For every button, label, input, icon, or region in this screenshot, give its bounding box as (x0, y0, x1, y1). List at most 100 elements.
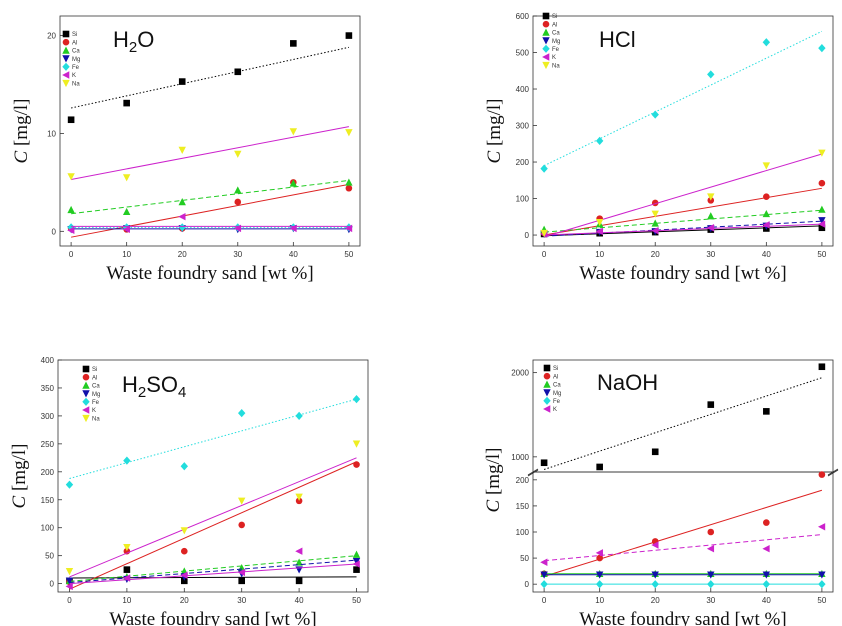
fit-line-na (71, 126, 349, 180)
point-k (651, 226, 659, 235)
legend-marker (82, 390, 90, 398)
legend: Si Al Ca Mg Fe K Na (82, 365, 100, 422)
y-axis-label: C [mg/l] (11, 99, 32, 164)
x-tick-label: 0 (69, 250, 74, 259)
legend-label: K (92, 408, 96, 414)
point-k (651, 541, 659, 549)
fit-line-fe (543, 30, 823, 167)
fit-line-k (544, 534, 822, 562)
legend-marker (62, 62, 70, 71)
x-tick-label: 50 (352, 596, 361, 605)
point-al (238, 521, 246, 529)
y-tick-label: 150 (41, 496, 55, 505)
y-tick-label: 600 (516, 12, 530, 21)
x-ticks: 0 10 20 30 40 50 (69, 242, 354, 259)
point-k (233, 224, 242, 233)
point-ca (295, 558, 303, 566)
point-fe (540, 164, 548, 173)
x-tick-label: 0 (542, 250, 547, 259)
point-mg (707, 571, 715, 579)
y-tick-label: 500 (516, 49, 530, 58)
y-tick-label: 300 (41, 412, 55, 421)
chart-title: H2SO4 (122, 372, 186, 401)
point-k (706, 544, 715, 553)
point-al (818, 179, 826, 187)
point-si (238, 577, 246, 585)
legend-label: Na (72, 81, 80, 87)
y-axis-label-italic: C (11, 150, 32, 163)
x-axis-label: Waste foundry sand [wt %] (106, 263, 313, 284)
point-k (762, 544, 770, 553)
point-k (352, 560, 360, 568)
point-ca (352, 550, 361, 558)
fit-line-si (69, 576, 357, 579)
point-fe (651, 110, 659, 119)
chart-title-main: HCl (599, 27, 636, 52)
y-axis-label-italic: C (483, 499, 504, 512)
point-fe (178, 223, 186, 232)
legend-marker (543, 372, 551, 380)
axis-break-mark (827, 469, 839, 477)
x-tick-label: 10 (122, 250, 131, 259)
y-tick-label: 100 (41, 524, 55, 533)
point-si (123, 99, 130, 107)
legend-marker (543, 389, 551, 397)
point-si (707, 401, 715, 408)
point-mg (651, 571, 659, 579)
x-tick-label: 10 (122, 596, 131, 605)
point-k (817, 220, 826, 228)
legend: Si Al Ca Mg Fe K (543, 364, 561, 413)
point-k (122, 225, 130, 234)
point-si (818, 224, 826, 232)
axis-break-marks (527, 468, 839, 477)
x-axis-label: Waste foundry sand [wt %] (579, 609, 786, 626)
fit-line-ca (544, 209, 822, 233)
point-mg (65, 577, 74, 585)
point-ca (122, 207, 131, 216)
legend-marker (62, 79, 70, 88)
point-na (123, 543, 131, 552)
y-tick-label: 0 (525, 231, 530, 240)
legend-marker (82, 373, 90, 381)
point-al (295, 497, 303, 505)
fit-line-na (543, 153, 823, 238)
x-ticks: 0 10 20 30 40 50 (67, 588, 362, 605)
point-na (289, 128, 298, 136)
legend-label: Al (72, 40, 77, 46)
point-k (289, 224, 297, 233)
legend-label: Al (553, 374, 558, 380)
point-al (180, 547, 188, 555)
series-group (540, 363, 826, 589)
point-mg (762, 571, 771, 579)
point-fe (540, 580, 548, 589)
legend-label: Na (92, 416, 100, 422)
point-si (178, 78, 186, 85)
point-fe (762, 38, 771, 47)
legend-label: Si (552, 14, 557, 20)
legend-marker (542, 28, 550, 36)
x-tick-label: 50 (817, 596, 826, 605)
point-si (290, 40, 297, 47)
point-mg (818, 571, 826, 579)
x-tick-label: 20 (651, 250, 660, 259)
x-tick-label: 40 (295, 596, 304, 605)
y-tick-label: 200 (41, 468, 55, 477)
point-ca (289, 179, 298, 187)
point-na (762, 162, 771, 170)
x-tick-label: 40 (289, 250, 298, 259)
plot-frame (59, 15, 361, 247)
x-tick-label: 20 (651, 596, 660, 605)
legend-marker (543, 405, 551, 413)
point-na (352, 440, 361, 448)
point-al (234, 198, 242, 206)
point-si (180, 577, 188, 585)
point-k (595, 549, 603, 557)
plot-frame-upper (532, 359, 834, 473)
y-tick-label: 400 (516, 85, 530, 94)
point-al (707, 528, 715, 536)
point-na (234, 150, 242, 158)
fit-line-al (543, 489, 823, 577)
point-ca (762, 209, 771, 218)
x-tick-label: 50 (817, 250, 826, 259)
point-ca (345, 178, 353, 186)
